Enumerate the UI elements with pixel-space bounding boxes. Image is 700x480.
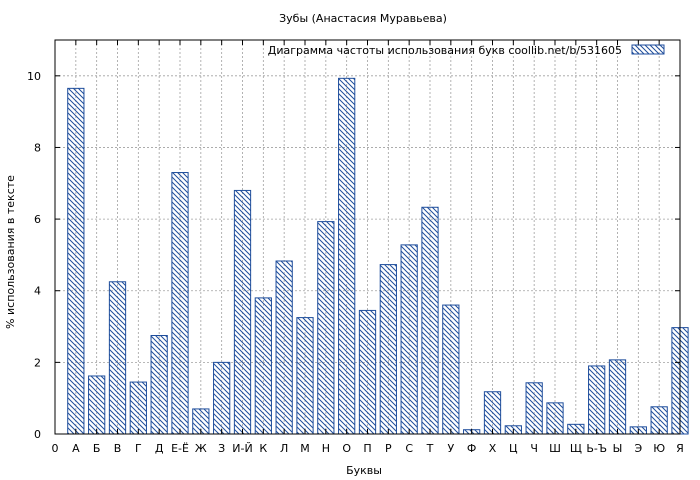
bars xyxy=(67,77,689,435)
x-tick-label: Г xyxy=(135,442,142,455)
x-tick-label: П xyxy=(363,442,371,455)
bar-К xyxy=(254,297,272,435)
x-tick-label: О xyxy=(342,442,351,455)
y-tick-label: 6 xyxy=(34,213,41,226)
x-tick-label: Я xyxy=(676,442,684,455)
bar-М xyxy=(296,317,314,435)
x-tick-label: Ю xyxy=(653,442,665,455)
x-axis-label: Буквы xyxy=(346,464,382,477)
x-tick-label: Н xyxy=(322,442,330,455)
x-tick-label: Э xyxy=(634,442,642,455)
x-tick-label: К xyxy=(259,442,267,455)
chart-title: Зубы (Анастасия Муравьева) xyxy=(279,12,447,25)
x-tick-label: З xyxy=(218,442,225,455)
y-axis-label: % использования в тексте xyxy=(4,175,17,329)
legend: Диаграмма частоты использования букв coo… xyxy=(268,44,665,57)
bar-Г xyxy=(129,381,147,435)
bar-О xyxy=(338,77,356,435)
bar-Л xyxy=(275,260,293,435)
x-tick-label: И-Й xyxy=(232,442,252,455)
bar-Х xyxy=(483,391,502,435)
x-tick-label: Т xyxy=(426,442,434,455)
bar-А xyxy=(67,87,85,435)
x-tick-label: Ы xyxy=(613,442,623,455)
y-axis-ticks: 0 2 4 6 8 10 xyxy=(27,70,680,441)
x-tick-label: Д xyxy=(155,442,164,455)
bar-У xyxy=(442,304,460,435)
x-tick-label: Щ xyxy=(570,442,582,455)
x-tick-label: Ч xyxy=(530,442,538,455)
bar-Н xyxy=(317,221,335,435)
x-tick-label: М xyxy=(300,442,310,455)
legend-label: Диаграмма частоты использования букв coo… xyxy=(268,44,622,57)
x-tick-label: 0 xyxy=(52,442,59,455)
x-tick-label: Х xyxy=(489,442,497,455)
legend-swatch xyxy=(631,44,665,55)
bar-Р xyxy=(379,264,397,435)
x-tick-label: Ц xyxy=(509,442,518,455)
bar-П xyxy=(358,309,377,435)
bar-З xyxy=(213,361,231,435)
x-tick-label: А xyxy=(72,442,80,455)
bar-Б xyxy=(88,375,106,435)
x-tick-label: Ш xyxy=(549,442,561,455)
bar-Ч xyxy=(525,382,543,435)
x-tick-label: Е-Ё xyxy=(171,442,189,455)
y-tick-label: 10 xyxy=(27,70,41,83)
x-axis-ticks: 0 А Б В Г Д Е-Ё Ж З И-Й К Л М Н О П Р С Т У Ф Х Ц Ч Ш Щ Ь-Ъ Ы Э Ю Я xyxy=(52,40,684,455)
x-tick-label: В xyxy=(114,442,122,455)
x-tick-label: Ж xyxy=(195,442,207,455)
x-tick-label: У xyxy=(447,442,454,455)
x-tick-label: Ь-Ъ xyxy=(586,442,607,455)
bar-Ы xyxy=(608,359,627,435)
x-tick-label: Л xyxy=(280,442,288,455)
bar-Т xyxy=(421,206,439,435)
bar-Е-Ё xyxy=(171,172,189,435)
x-tick-label: Б xyxy=(93,442,101,455)
y-tick-label: 4 xyxy=(34,285,41,298)
y-tick-label: 0 xyxy=(34,428,41,441)
y-tick-label: 8 xyxy=(34,141,41,154)
bar-С xyxy=(400,244,418,435)
x-tick-label: Р xyxy=(385,442,392,455)
x-tick-label: Ф xyxy=(467,442,476,455)
bar-Д xyxy=(150,335,168,435)
y-tick-label: 2 xyxy=(34,356,41,369)
bar-И-Й xyxy=(233,189,252,435)
bar-В xyxy=(108,281,127,435)
bar-Ь-Ъ xyxy=(588,365,606,435)
x-tick-label: С xyxy=(405,442,413,455)
